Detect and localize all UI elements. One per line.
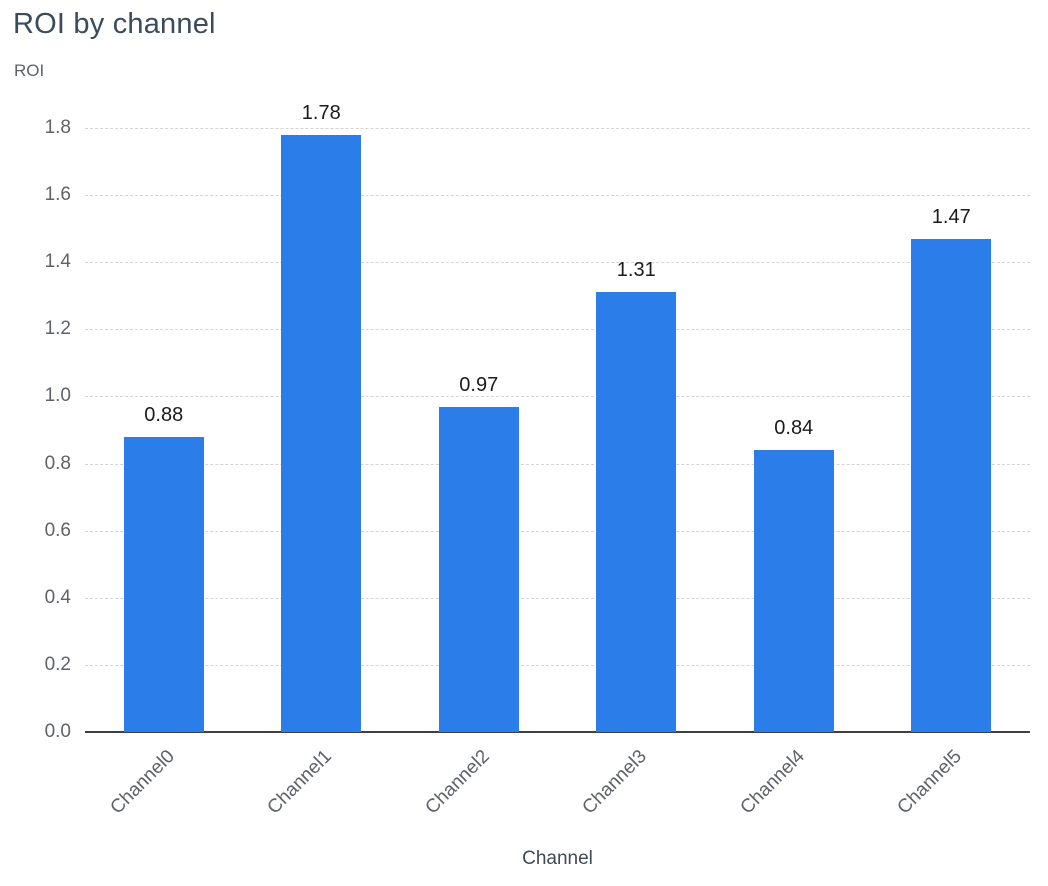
bar-value-label: 0.88 — [144, 403, 184, 426]
x-tick-label: Channel1 — [263, 746, 337, 819]
y-tick-label: 1.2 — [44, 318, 71, 340]
bar-value-label: 1.31 — [616, 259, 656, 282]
x-tick-label: Channel0 — [106, 746, 179, 819]
y-tick-label: 1.0 — [44, 385, 71, 407]
y-tick-label: 0.0 — [44, 721, 71, 742]
gridline — [85, 597, 1030, 599]
gridline — [85, 463, 1030, 465]
gridline — [85, 396, 1030, 398]
x-tick-label: Channel4 — [736, 746, 809, 819]
y-tick-label: 1.6 — [44, 184, 71, 206]
plot-area: 0.0 0.2 0.4 0.6 0.8 1.0 1.2 1.4 1.6 1.8 0.88 Channe… — [45, 102, 1030, 818]
y-tick-label: 1.4 — [44, 251, 71, 273]
gridline — [85, 664, 1030, 666]
gridline — [85, 195, 1030, 197]
bar-channel0[interactable] — [123, 436, 204, 732]
x-tick-label: Channel3 — [578, 746, 652, 819]
x-tick-label: Channel2 — [421, 746, 494, 819]
gridline — [85, 128, 1030, 129]
bar-value-label: 0.84 — [774, 417, 814, 440]
y-axis-title: ROI — [14, 61, 45, 80]
bar-channel2[interactable] — [438, 406, 519, 732]
bar-channel5[interactable] — [911, 238, 992, 732]
bar-channel3[interactable] — [596, 292, 677, 732]
bar-channel1[interactable] — [281, 134, 362, 732]
x-axis-line — [85, 731, 1030, 733]
x-tick-label: Channel5 — [893, 746, 967, 819]
bar-channel4[interactable] — [753, 450, 834, 732]
y-tick-label: 0.2 — [44, 653, 71, 675]
y-tick-label: 0.4 — [44, 586, 71, 608]
gridline — [85, 530, 1030, 532]
gridline — [85, 329, 1030, 331]
bar-value-label: 0.97 — [459, 373, 499, 396]
gridline — [85, 262, 1030, 264]
chart-title: ROI by channel — [13, 8, 216, 40]
x-axis-title: Channel — [522, 848, 593, 869]
y-tick-label: 1.8 — [44, 117, 71, 138]
bar-value-label: 1.78 — [301, 101, 341, 124]
bar-value-label: 1.47 — [931, 205, 971, 228]
y-tick-label: 0.6 — [44, 519, 71, 541]
y-tick-label: 0.8 — [44, 452, 71, 474]
